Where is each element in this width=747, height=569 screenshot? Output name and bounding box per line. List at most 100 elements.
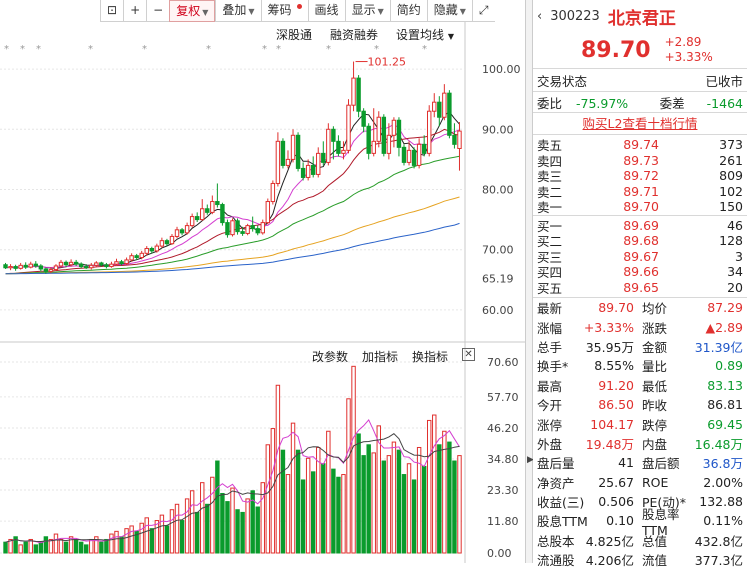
stat-cell: PE(动)* 132.88 (640, 492, 743, 511)
volume-bar (38, 541, 44, 554)
stats-grid: 最新 89.70 均价 87.29 涨幅 +3.33% 涨跌 ▲2.89 总手 35.95万 金额 3… (533, 298, 747, 569)
sell-order-row[interactable]: 卖四 89.73 261 (533, 153, 747, 169)
prev-stock-arrow-icon[interactable]: ‹ (537, 8, 543, 24)
buy-order-price: 89.65 (623, 279, 659, 295)
stat-value: 87.29 (707, 300, 743, 316)
candle-body (13, 266, 18, 269)
sell-order-row[interactable]: 卖五 89.74 373 (533, 137, 747, 153)
volume-bar (33, 544, 39, 554)
trade-status-row: 交易状态 已收市 (533, 69, 747, 91)
toolbar-fuquan-button[interactable]: 复权 ▼ (169, 0, 216, 22)
candle-body (205, 208, 210, 213)
candle-body (356, 77, 361, 112)
event-star-marker: * (88, 44, 93, 55)
stat-cell: 最高 91.20 (537, 376, 640, 395)
collapse-arrow-icon[interactable]: ▶ (527, 455, 534, 465)
candle-body (200, 208, 205, 221)
buy-order-volume: 3 (735, 248, 743, 264)
fullscreen-icon[interactable]: ⤢ (471, 0, 495, 22)
plus-icon[interactable]: + (123, 0, 146, 22)
toolbar-huaxian-button[interactable]: 画线 (307, 0, 345, 22)
volume-axis-label: 70.60 (487, 356, 519, 369)
toolbar-yincang-button[interactable]: 隐藏 ▼ (426, 0, 472, 22)
margin-trading-button[interactable]: 融资融券 (330, 28, 379, 42)
stat-cell: 均价 87.29 (640, 298, 743, 317)
volume-bar (23, 541, 28, 554)
candle-body (240, 231, 245, 234)
candle-body (437, 101, 442, 118)
candle-body (235, 220, 240, 233)
stat-cell: 总值 432.8亿 (640, 531, 743, 550)
stat-cell: 内盘 16.48万 (640, 434, 743, 453)
toolbar-diejia-button[interactable]: 叠加 ▼ (215, 0, 260, 22)
toolbar-chouma-button[interactable]: 筹码 (260, 0, 308, 22)
panel-splitter[interactable]: ▶ (525, 0, 534, 563)
volume-bar (240, 511, 245, 554)
candle-body (154, 245, 160, 252)
sell-order-price: 89.71 (623, 183, 659, 199)
trade-status-label: 交易状态 (537, 73, 588, 89)
sell-order-row[interactable]: 卖一 89.70 150 (533, 199, 747, 215)
buy-order-row[interactable]: 买五 89.65 20 (533, 280, 747, 296)
shengutong-button[interactable]: 深股通 (276, 28, 313, 42)
volume-bar (280, 449, 286, 554)
candle-body (119, 261, 124, 265)
add-indicator-button[interactable]: 加指标 (362, 350, 399, 364)
candle-body (89, 264, 94, 269)
candle-body (144, 247, 149, 254)
toolbar-jianyue-button[interactable]: 简约 (389, 0, 427, 22)
stat-value: 25.67 (598, 474, 634, 490)
candle-body (391, 119, 397, 136)
candle-body (285, 158, 291, 166)
minus-icon[interactable]: − (146, 0, 169, 22)
volume-bar (154, 520, 160, 554)
stat-label: 股息率TTM (642, 507, 680, 538)
toolbar-xianshi-button[interactable]: 显示 ▼ (344, 0, 390, 22)
modify-params-button[interactable]: 改参数 (312, 350, 349, 364)
stat-value: 104.17 (590, 416, 634, 432)
buy-order-row[interactable]: 买四 89.66 34 (533, 264, 747, 280)
buy-order-label: 买二 (537, 234, 563, 250)
candle-body (381, 116, 387, 154)
candle-body (94, 262, 99, 266)
candle-body (68, 261, 74, 266)
ma-settings-button[interactable]: 设置均线 ▼ (396, 28, 455, 42)
stat-value: +3.33% (583, 319, 634, 335)
candle-body (275, 140, 281, 184)
lock-icon[interactable]: ⊡ (100, 0, 123, 22)
kline-chart-area[interactable]: 100.00 90.00 80.00 70.00 65.19 60.00 70.60 57.7… (0, 0, 525, 563)
volume-bar (200, 482, 205, 554)
buy-order-row[interactable]: 买二 89.68 128 (533, 233, 747, 249)
buy-order-row[interactable]: 买三 89.67 3 (533, 249, 747, 265)
l2-upgrade-link[interactable]: 购买L2查看十档行情 (582, 116, 698, 131)
sell-orders: 卖五 89.74 373 卖四 89.73 261 卖三 89.72 809 卖二 89.71 102… (533, 135, 747, 215)
volume-bar (426, 419, 432, 554)
volume-bar (68, 536, 74, 554)
sell-order-row[interactable]: 卖二 89.71 102 (533, 184, 747, 200)
volume-bar (265, 444, 271, 554)
volume-bar (376, 425, 381, 554)
buy-order-row[interactable]: 买一 89.69 46 (533, 218, 747, 234)
buy-order-volume: 128 (719, 233, 743, 249)
volume-bar (285, 474, 291, 554)
stat-cell: 盘后量 41 (537, 453, 640, 472)
switch-indicator-button[interactable]: 换指标 (412, 350, 449, 364)
buy-order-label: 买四 (537, 265, 563, 281)
buy-order-price: 89.68 (623, 233, 659, 249)
kline-chart[interactable]: 100.00 90.00 80.00 70.00 65.19 60.00 70.60 57.7… (0, 0, 525, 563)
sell-order-label: 卖四 (537, 153, 563, 169)
close-indicator-icon[interactable]: ✕ (462, 348, 476, 361)
volume-bar (300, 479, 306, 554)
stat-value: 0.89 (715, 358, 743, 374)
sell-order-row[interactable]: 卖三 89.72 809 (533, 168, 747, 184)
stat-label: 盘后量 (537, 456, 575, 472)
candle-body (260, 222, 265, 234)
ma60-line (5, 196, 460, 275)
volume-bar (321, 463, 326, 554)
candle-body (99, 262, 104, 266)
candle-body (386, 134, 392, 154)
ma-settings-label: 设置均线 (396, 28, 445, 42)
volume-bar (295, 449, 301, 554)
candle-body (396, 119, 402, 148)
candle-body (129, 255, 134, 261)
